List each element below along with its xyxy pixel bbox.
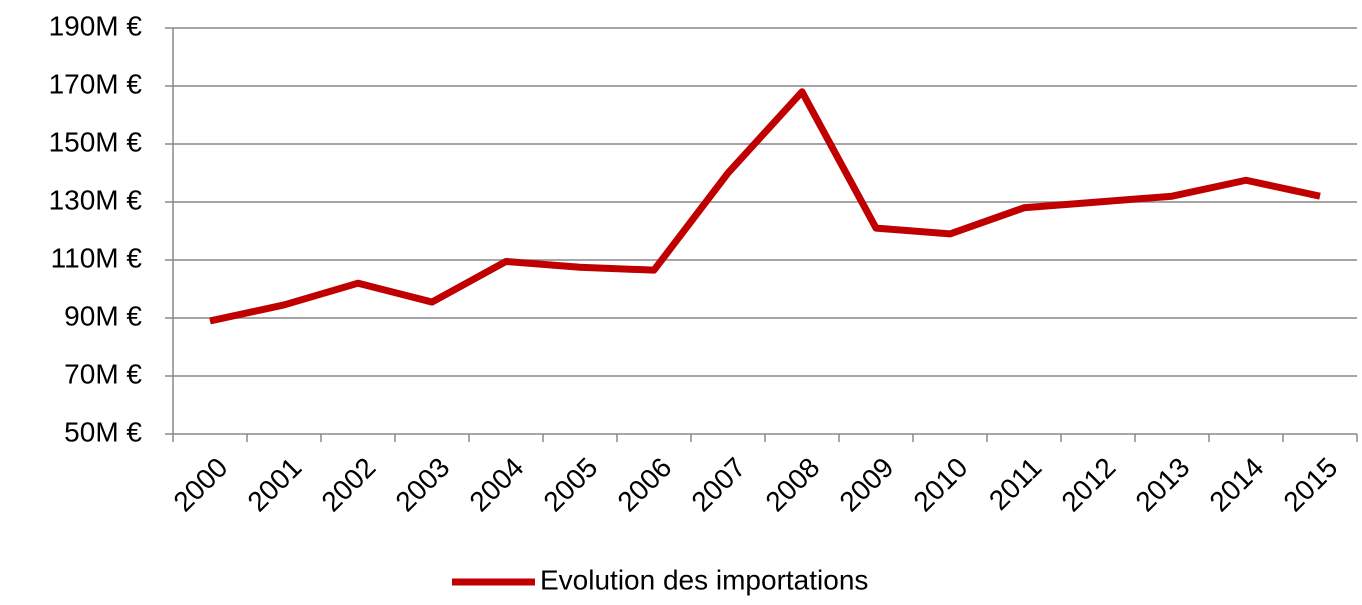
x-tick-label: 2007 <box>685 452 751 518</box>
x-tick-label: 2001 <box>241 452 307 518</box>
x-tick-label: 2000 <box>167 452 233 518</box>
x-tick-label: 2012 <box>1055 452 1121 518</box>
x-tick-label: 2011 <box>983 452 1048 517</box>
x-tick-label: 2005 <box>537 452 603 518</box>
x-tick-label: 2003 <box>389 452 455 518</box>
x-tick-label: 2009 <box>833 452 899 518</box>
legend-label: Evolution des importations <box>540 564 868 595</box>
y-tick-label: 90M € <box>64 300 142 331</box>
y-tick-label: 70M € <box>64 358 142 389</box>
y-tick-label: 150M € <box>49 126 143 157</box>
y-tick-label: 170M € <box>49 68 143 99</box>
x-tick-label: 2004 <box>463 452 529 518</box>
x-tick-label: 2002 <box>315 452 381 518</box>
x-tick-label: 2010 <box>907 452 973 518</box>
y-tick-label: 110M € <box>51 242 143 273</box>
y-tick-label: 130M € <box>49 184 143 215</box>
x-tick-label: 2008 <box>759 452 825 518</box>
x-tick-label: 2006 <box>611 452 677 518</box>
y-tick-label: 50M € <box>64 416 142 447</box>
x-tick-label: 2014 <box>1203 452 1269 518</box>
x-tick-label: 2013 <box>1129 452 1195 518</box>
x-tick-label: 2015 <box>1277 452 1343 518</box>
y-tick-label: 190M € <box>49 10 143 41</box>
data-line <box>209 88 1321 325</box>
